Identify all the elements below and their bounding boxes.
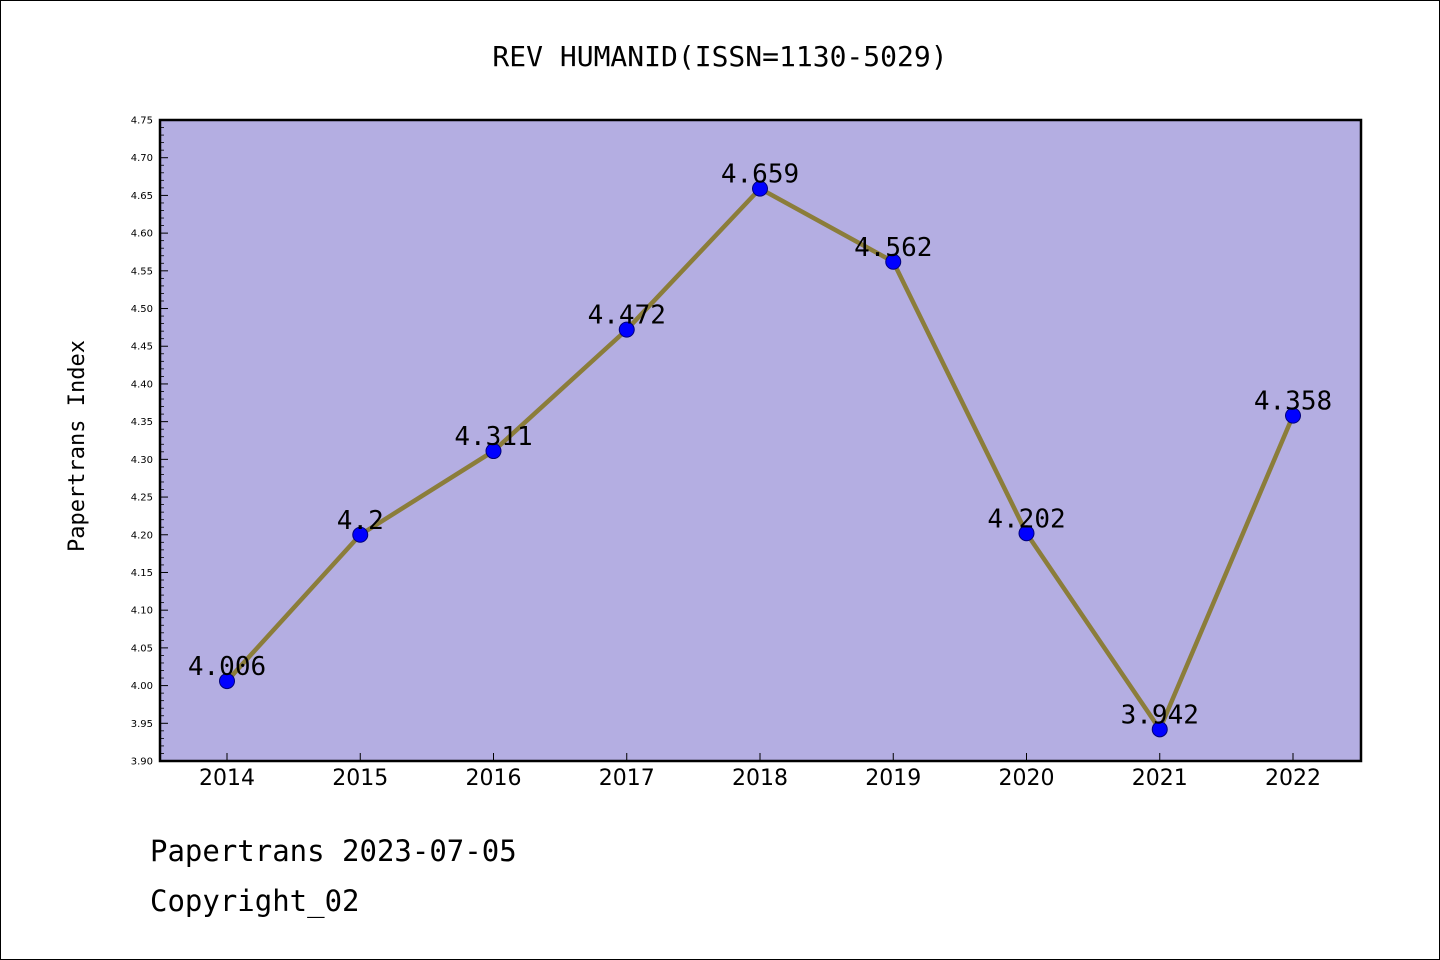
data-point [618,321,635,338]
data-label: 4.358 [1254,387,1332,417]
y-tick-label: 4.10 [131,606,153,617]
x-tick-label: 2022 [1265,766,1321,791]
y-tick-label: 4.35 [131,417,153,428]
y-tick-label: 4.25 [131,493,153,504]
x-tick-label: 2014 [199,766,255,791]
data-point [485,443,502,460]
plot-area [160,120,1361,761]
data-point [752,180,768,197]
data-point [1151,721,1168,738]
x-tick-label: 2020 [999,766,1055,791]
y-tick-label: 4.15 [131,568,153,579]
y-tick-label: 4.70 [131,153,153,164]
series-layer: 4.006 4.2 4.311 4.472 4.659 4.562 4.202 3.942 4.… [188,160,1332,738]
y-tick-label: 4.45 [131,342,153,353]
y-tick-label: 4.40 [131,379,153,390]
x-tick-label: 2018 [732,766,788,791]
x-tick-label: 2019 [865,766,921,791]
y-tick-label: 4.75 [131,116,153,127]
footer-copyright: Copyright_02 [150,884,360,918]
data-label: 4.202 [987,504,1065,534]
data-label: 4.562 [854,233,932,263]
y-tick-label: 4.55 [131,266,153,277]
y-axis-label: Papertrans Index [65,340,90,552]
x-axis: 2014 2015 2016 2017 2018 2019 2020 2021 2022 [199,753,1321,791]
y-tick-label: 4.05 [131,643,153,654]
plot-border [158,118,1363,763]
footer-date: Papertrans 2023-07-05 [150,834,517,868]
y-tick-label: 3.90 [131,757,153,768]
data-label: 3.942 [1121,700,1199,730]
data-label: 4.659 [721,160,799,190]
y-tick-label: 4.50 [131,304,153,315]
x-tick-label: 2016 [466,766,522,791]
y-tick-label: 4.00 [131,681,153,692]
data-label: 4.311 [454,422,532,452]
data-point [352,526,369,543]
data-label: 4.006 [188,652,266,682]
data-point [885,253,902,270]
y-tick-label: 4.20 [131,530,153,541]
data-point [1018,525,1035,542]
x-tick-label: 2017 [599,766,655,791]
y-tick-label: 4.60 [131,229,153,240]
data-point [1285,407,1301,424]
y-axis: 3.90 3.95 4.00 4.05 4.10 4.15 4.20 4.25 4.30 4.35… [131,116,168,768]
chart-title: REV HUMANID(ISSN=1130-5029) [492,40,947,73]
x-tick-label: 2015 [332,766,388,791]
y-tick-label: 4.30 [131,455,153,466]
y-tick-label: 3.95 [131,719,153,730]
y-tick-label: 4.65 [131,191,153,202]
data-point [219,673,235,690]
data-label: 4.472 [588,301,666,331]
x-tick-label: 2021 [1132,766,1188,791]
data-label: 4.2 [337,506,384,536]
